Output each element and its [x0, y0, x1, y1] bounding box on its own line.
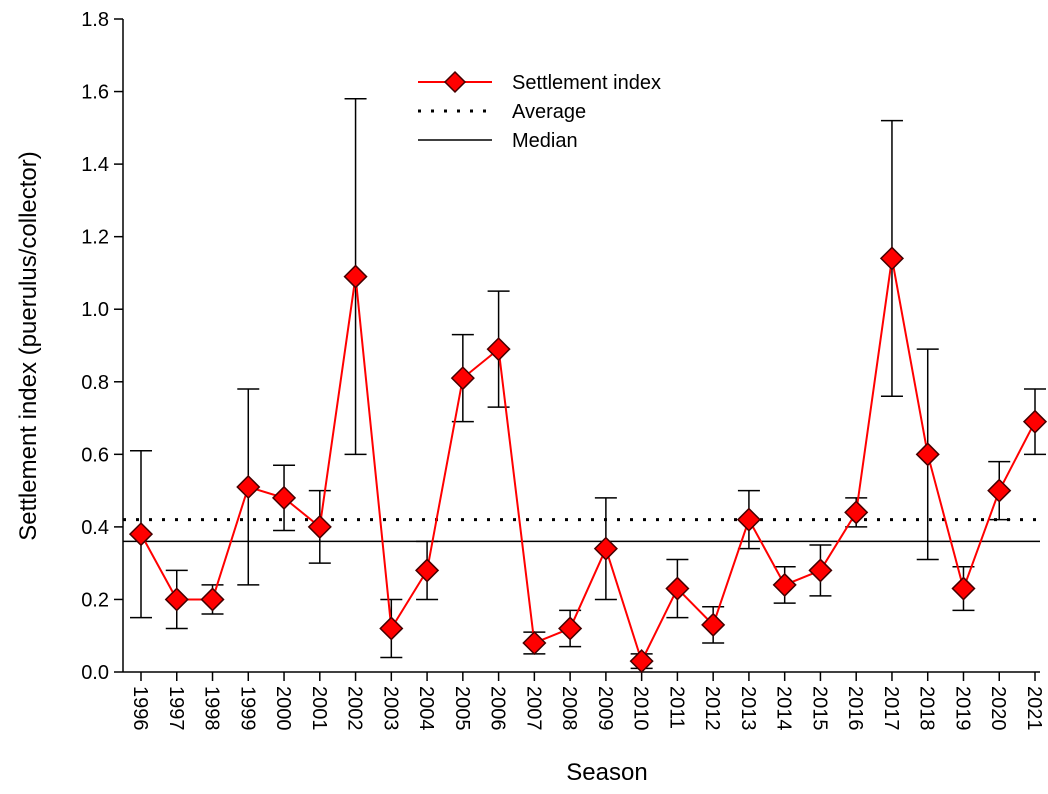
- data-point: [343, 264, 368, 289]
- x-tick-label: 2015: [808, 686, 830, 731]
- data-point: [593, 536, 618, 561]
- x-tick-label: 1999: [236, 686, 258, 731]
- x-tick-label: 2011: [665, 686, 687, 729]
- data-point: [415, 558, 440, 583]
- x-tick-label: 2006: [487, 686, 509, 731]
- x-tick-label: 2018: [916, 686, 938, 731]
- data-point: [200, 587, 225, 612]
- data-point: [736, 507, 761, 532]
- x-tick-label: 2014: [773, 686, 795, 731]
- data-point: [236, 474, 261, 500]
- y-tick-label: 0.0: [81, 662, 109, 684]
- data-point: [379, 616, 404, 641]
- data-point: [629, 649, 654, 674]
- x-tick-label: 2013: [737, 686, 759, 731]
- y-tick-label: 1.0: [81, 299, 109, 321]
- data-point: [128, 522, 154, 547]
- data-point: [1022, 409, 1048, 434]
- y-tick-label: 0.2: [81, 589, 109, 611]
- x-tick-label: 2021: [1023, 686, 1045, 731]
- legend-label: Median: [512, 130, 578, 152]
- data-point: [271, 485, 297, 510]
- data-point: [486, 337, 511, 362]
- data-point: [558, 616, 583, 641]
- data-point: [987, 478, 1012, 503]
- y-tick-label: 1.4: [81, 154, 109, 176]
- x-tick-label: 2008: [558, 686, 580, 731]
- x-tick-label: 2000: [272, 686, 294, 731]
- x-tick-label: 1998: [201, 686, 223, 731]
- x-tick-label: 2019: [951, 686, 973, 731]
- x-tick-label: 2009: [594, 686, 616, 731]
- legend-label: Average: [512, 101, 586, 123]
- x-tick-label: 2010: [630, 686, 652, 731]
- data-point: [164, 587, 189, 612]
- data-line: [140, 258, 1036, 664]
- y-tick-label: 1.8: [81, 9, 109, 31]
- data-point: [522, 630, 547, 656]
- data-point: [844, 500, 869, 525]
- legend-marker: [443, 70, 467, 94]
- data-point: [701, 612, 726, 637]
- x-tick-label: 2007: [522, 686, 544, 731]
- data-point: [450, 366, 475, 391]
- x-tick-label: 2005: [451, 686, 473, 731]
- data-point: [665, 576, 690, 601]
- x-tick-label: 1996: [129, 686, 151, 731]
- x-tick-label: 2002: [344, 686, 366, 731]
- x-tick-label: 2020: [987, 686, 1009, 731]
- x-axis-title: Season: [566, 759, 647, 786]
- x-tick-label: 2012: [701, 686, 723, 731]
- y-tick-label: 0.8: [81, 372, 109, 394]
- y-tick-label: 1.2: [81, 227, 109, 249]
- y-tick-label: 0.4: [81, 517, 109, 539]
- y-tick-label: 0.6: [81, 444, 109, 466]
- x-tick-label: 2016: [844, 686, 866, 731]
- data-point: [879, 246, 905, 271]
- data-point: [951, 576, 976, 601]
- x-tick-label: 2001: [308, 686, 330, 731]
- data-point: [808, 558, 833, 583]
- legend-label: Settlement index: [512, 72, 661, 94]
- y-axis-title: Settlement index (puerulus/collector): [15, 151, 42, 541]
- x-tick-label: 2017: [880, 686, 902, 731]
- data-point: [307, 514, 332, 539]
- data-point: [772, 572, 797, 597]
- x-tick-label: 1997: [165, 686, 187, 731]
- x-tick-label: 2004: [415, 686, 437, 731]
- y-tick-label: 1.6: [81, 82, 109, 104]
- x-tick-label: 2003: [379, 686, 401, 731]
- data-point: [915, 442, 940, 467]
